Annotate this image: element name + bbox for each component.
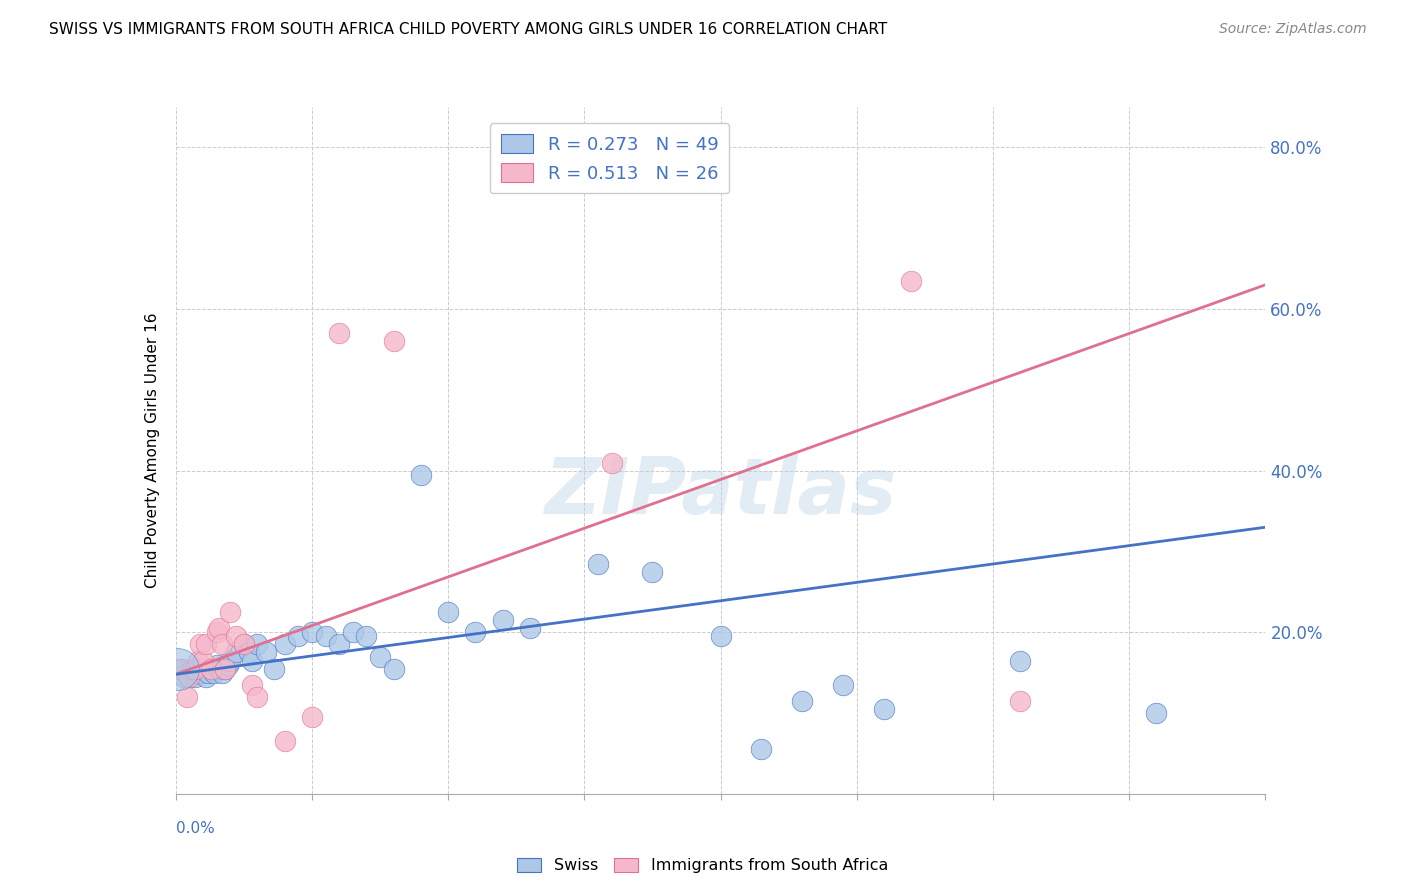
Point	[519, 621, 541, 635]
Point	[194, 670, 217, 684]
Point	[208, 621, 231, 635]
Point	[219, 654, 242, 668]
Point	[1010, 694, 1032, 708]
Point	[184, 662, 207, 676]
Point	[274, 734, 297, 748]
Point	[328, 326, 350, 341]
Point	[710, 629, 733, 643]
Point	[1144, 706, 1167, 720]
Point	[238, 645, 260, 659]
Point	[301, 625, 323, 640]
Point	[211, 665, 233, 680]
Point	[188, 637, 211, 651]
Point	[184, 670, 207, 684]
Point	[586, 557, 609, 571]
Point	[356, 629, 378, 643]
Text: Source: ZipAtlas.com: Source: ZipAtlas.com	[1219, 22, 1367, 37]
Point	[240, 654, 263, 668]
Point	[167, 662, 190, 676]
Point	[191, 654, 214, 668]
Legend: R = 0.273   N = 49, R = 0.513   N = 26: R = 0.273 N = 49, R = 0.513 N = 26	[489, 123, 730, 194]
Point	[328, 637, 350, 651]
Point	[464, 625, 486, 640]
Point	[751, 742, 773, 756]
Point	[214, 662, 236, 676]
Point	[202, 665, 225, 680]
Y-axis label: Child Poverty Among Girls Under 16: Child Poverty Among Girls Under 16	[145, 313, 160, 588]
Point	[181, 665, 204, 680]
Legend: Swiss, Immigrants from South Africa: Swiss, Immigrants from South Africa	[510, 851, 896, 880]
Point	[170, 662, 193, 676]
Text: 0.0%: 0.0%	[176, 822, 215, 837]
Point	[232, 637, 254, 651]
Point	[240, 678, 263, 692]
Point	[188, 662, 211, 676]
Point	[246, 690, 269, 704]
Point	[263, 662, 285, 676]
Point	[832, 678, 855, 692]
Point	[792, 694, 814, 708]
Point	[219, 605, 242, 619]
Point	[186, 654, 209, 668]
Point	[1010, 654, 1032, 668]
Point	[246, 637, 269, 651]
Point	[176, 690, 198, 704]
Point	[217, 657, 239, 672]
Point	[186, 665, 209, 680]
Point	[492, 613, 515, 627]
Point	[176, 665, 198, 680]
Point	[200, 662, 222, 676]
Point	[211, 637, 233, 651]
Point	[254, 645, 277, 659]
Point	[382, 334, 405, 349]
Text: SWISS VS IMMIGRANTS FROM SOUTH AFRICA CHILD POVERTY AMONG GIRLS UNDER 16 CORRELA: SWISS VS IMMIGRANTS FROM SOUTH AFRICA CH…	[49, 22, 887, 37]
Point	[200, 662, 222, 676]
Point	[368, 649, 391, 664]
Point	[208, 662, 231, 676]
Point	[437, 605, 460, 619]
Point	[409, 467, 432, 482]
Point	[287, 629, 309, 643]
Point	[225, 645, 247, 659]
Point	[170, 662, 193, 676]
Point	[197, 665, 219, 680]
Point	[274, 637, 297, 651]
Point	[205, 625, 228, 640]
Point	[214, 662, 236, 676]
Point	[191, 665, 214, 680]
Point	[181, 662, 204, 676]
Point	[600, 456, 623, 470]
Point	[342, 625, 364, 640]
Point	[641, 565, 664, 579]
Point	[194, 637, 217, 651]
Point	[179, 670, 201, 684]
Point	[873, 702, 896, 716]
Point	[232, 637, 254, 651]
Point	[205, 657, 228, 672]
Point	[315, 629, 337, 643]
Point	[382, 662, 405, 676]
Point	[173, 670, 195, 684]
Point	[900, 274, 922, 288]
Point	[179, 670, 201, 684]
Point	[301, 710, 323, 724]
Text: ZIPatlas: ZIPatlas	[544, 454, 897, 530]
Point	[225, 629, 247, 643]
